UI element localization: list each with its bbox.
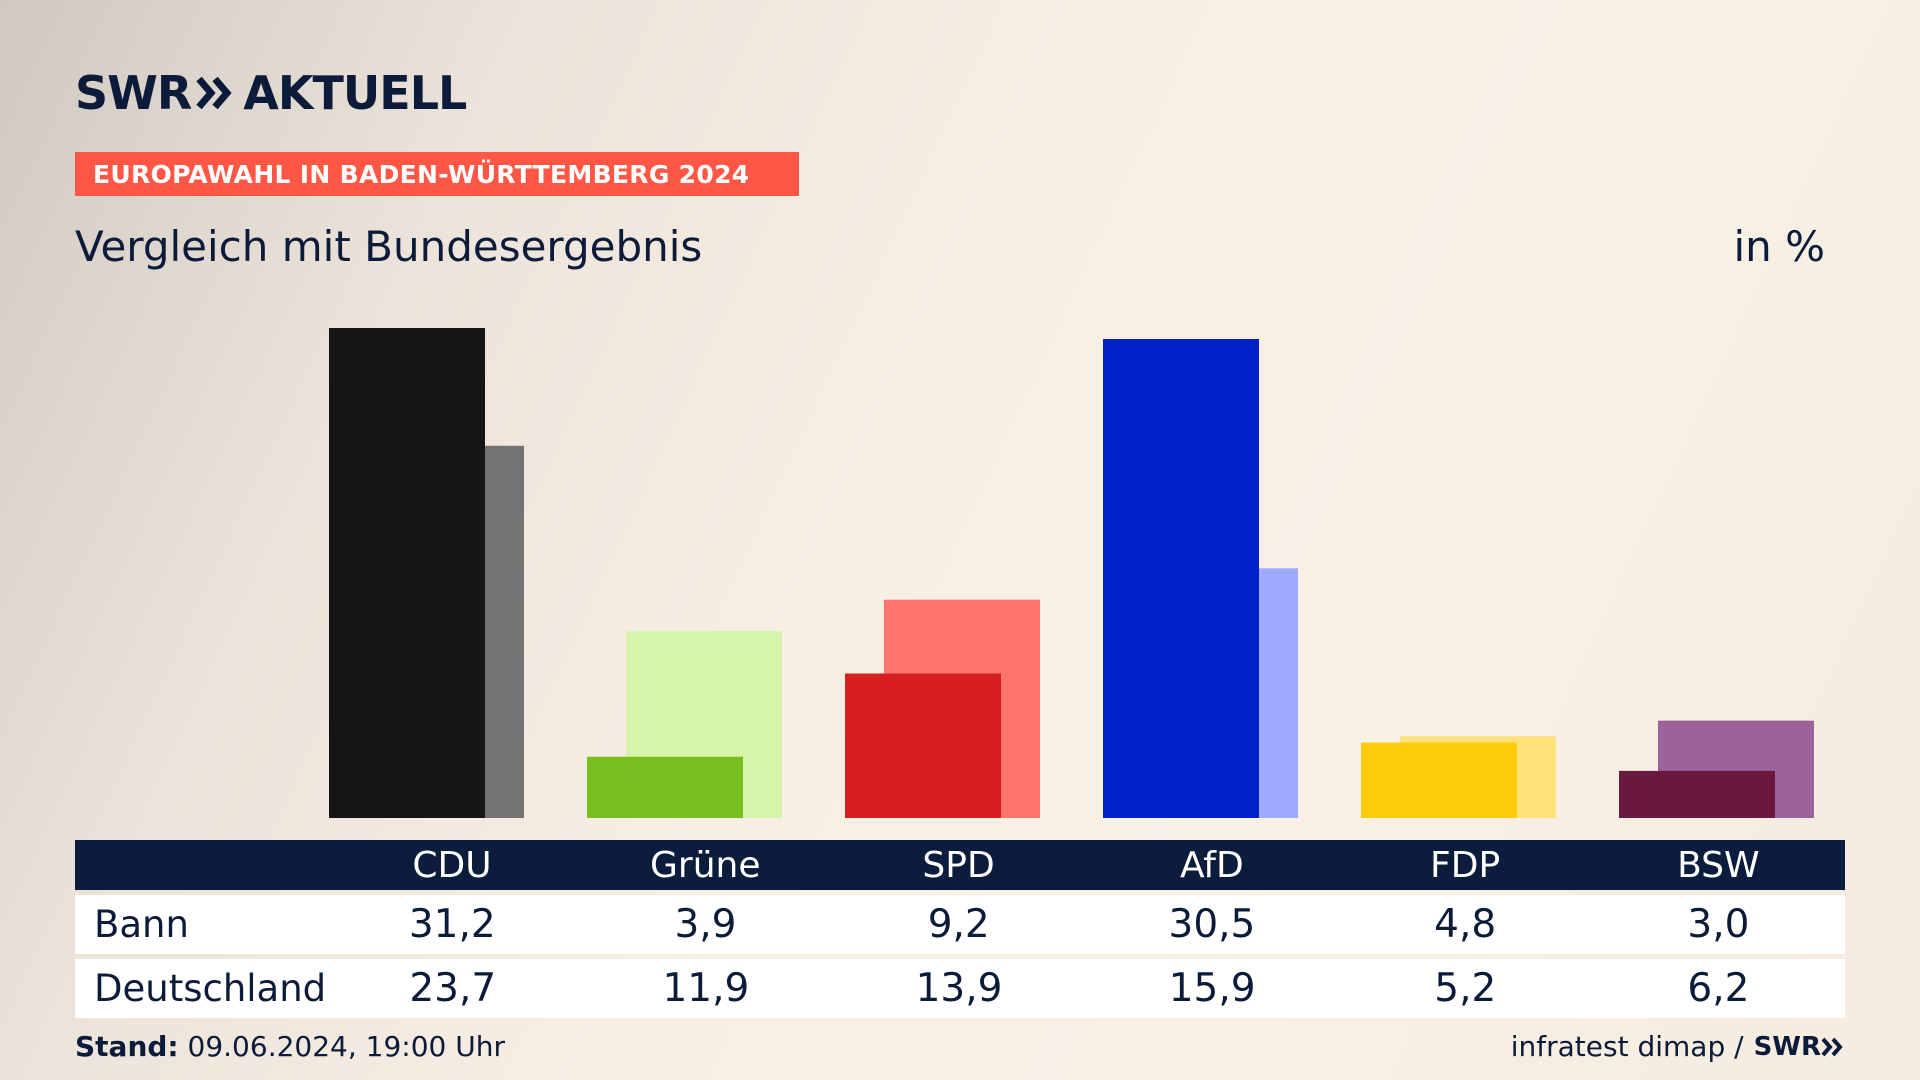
header-bsw: BSW	[1677, 844, 1760, 886]
bar-bann-afd	[1103, 338, 1259, 818]
cell-value: 4,8	[1434, 902, 1497, 947]
chevrons-icon	[1821, 1037, 1843, 1056]
bar-bann-cdu	[329, 328, 485, 818]
header-fdp: FDP	[1430, 844, 1501, 886]
cell-value: 30,5	[1168, 902, 1256, 947]
timestamp: Stand: 09.06.2024, 19:00 Uhr	[75, 1030, 505, 1063]
header-cdu: CDU	[412, 844, 492, 886]
source-credit: infratest dimap / SWR	[1511, 1030, 1845, 1063]
cell-value: 15,9	[1168, 966, 1256, 1011]
cell-value: 9,2	[927, 902, 990, 947]
row-label-deutschland: Deutschland	[94, 967, 327, 1010]
bar-bann-grüne	[587, 756, 743, 818]
cell-value: 3,0	[1687, 902, 1750, 947]
header-afd: AfD	[1179, 844, 1244, 886]
header-gruene: Grüne	[650, 844, 761, 886]
stand-label: Stand:	[75, 1030, 179, 1063]
unit-label: in %	[1733, 222, 1825, 271]
cell-value: 5,2	[1434, 966, 1497, 1011]
chart-subtitle: Vergleich mit Bundesergebnis	[75, 222, 703, 271]
logo-swr: SWR	[75, 66, 192, 120]
table-row: Deutschland 23,7 11,9 13,9 15,9 5,2 6,2	[75, 959, 1845, 1018]
row-label-bann: Bann	[94, 903, 189, 946]
header-spd: SPD	[922, 844, 995, 886]
results-table: CDU Grüne SPD AfD FDP BSW Bann 31,2 3,9 …	[75, 840, 1845, 1018]
table-row: Bann 31,2 3,9 9,2 30,5 4,8 3,0	[75, 895, 1845, 954]
election-banner: EUROPAWAHL IN BADEN-WÜRTTEMBERG 2024	[75, 152, 799, 196]
bar-bann-fdp	[1361, 742, 1517, 818]
logo-aktuell: AKTUELL	[243, 66, 467, 120]
stand-value: 09.06.2024, 19:00 Uhr	[187, 1030, 505, 1063]
swr-aktuell-logo: SWR AKTUELL	[75, 66, 467, 120]
table-header: CDU Grüne SPD AfD FDP BSW	[75, 840, 1845, 890]
bar-bann-spd	[845, 673, 1001, 818]
cell-value: 13,9	[915, 966, 1003, 1011]
cell-value: 23,7	[409, 966, 497, 1011]
cell-value: 31,2	[408, 902, 496, 947]
source-text: infratest dimap /	[1510, 1030, 1744, 1063]
footer-logo-text: SWR	[1753, 1031, 1821, 1062]
cell-value: 3,9	[674, 902, 737, 947]
swr-small-logo: SWR	[1754, 1032, 1845, 1062]
bar-bann-bsw	[1619, 770, 1775, 818]
bar-chart	[329, 328, 1814, 818]
cell-value: 11,9	[662, 966, 750, 1011]
cell-value: 6,2	[1687, 966, 1750, 1011]
chevrons-icon	[196, 76, 232, 110]
